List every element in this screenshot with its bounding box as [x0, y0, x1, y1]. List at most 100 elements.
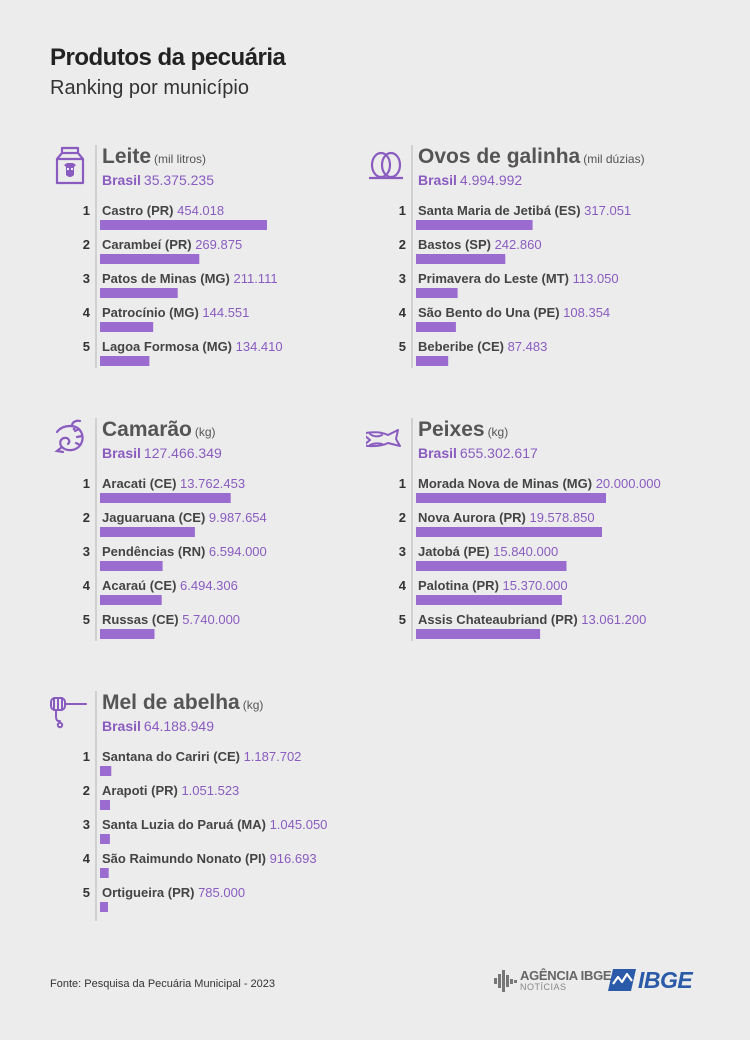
bar [100, 356, 150, 366]
panel-title: Leite (mil litros) [102, 145, 206, 169]
ranking-row: 3 Santa Luzia do Paruá (MA) 1.045.050 [83, 817, 327, 844]
municipality-name: Beberibe (CE) [418, 339, 508, 354]
municipality-name: Nova Aurora (PR) [418, 510, 529, 525]
value-label: 317.051 [584, 203, 631, 218]
product-name: Camarão [102, 418, 192, 441]
municipality-name: Morada Nova de Minas (MG) [418, 476, 596, 491]
milk-carton-icon [50, 145, 90, 185]
municipality-label: São Bento do Una (PE) 108.354 [418, 305, 610, 320]
bar [100, 322, 154, 332]
brasil-value: 655.302.617 [459, 445, 538, 461]
product-unit: (kg) [194, 425, 216, 439]
bar [416, 561, 567, 571]
municipality-label: Patrocínio (MG) 144.551 [102, 305, 249, 320]
panel-divider [95, 418, 97, 641]
agencia-line2: NOTÍCIAS [520, 982, 567, 992]
ranking-row: 3 Patos de Minas (MG) 211.111 [83, 271, 278, 298]
ranking-row: 1 Morada Nova de Minas (MG) 20.000.000 [399, 476, 661, 503]
municipality-name: Russas (CE) [102, 612, 182, 627]
value-label: 454.018 [177, 203, 224, 218]
municipality-name: Assis Chateaubriand (PR) [418, 612, 581, 627]
brasil-value: 127.466.349 [143, 445, 222, 461]
municipality-name: Patos de Minas (MG) [102, 271, 233, 286]
value-label: 242.860 [495, 237, 542, 252]
bar-chart: 1 Castro (PR) 454.018 2 Carambeí (PR) 269.8… [83, 203, 283, 366]
bar [416, 220, 533, 230]
municipality-name: Pendências (RN) [102, 544, 209, 559]
municipality-label: Primavera do Leste (MT) 113.050 [418, 271, 619, 286]
municipality-label: Santa Maria de Jetibá (ES) 317.051 [418, 203, 631, 218]
municipality-label: Lagoa Formosa (MG) 134.410 [102, 339, 283, 354]
ranking-row: 5 Beberibe (CE) 87.483 [399, 339, 548, 366]
bar [416, 254, 506, 264]
product-unit: (kg) [487, 425, 509, 439]
municipality-label: Morada Nova de Minas (MG) 20.000.000 [418, 476, 661, 491]
municipality-name: Primavera do Leste (MT) [418, 271, 573, 286]
panel-leite: Leite (mil litros) Brasil 35.375.235 1 Cast… [50, 145, 380, 385]
bar [100, 800, 110, 810]
municipality-label: Acaraú (CE) 6.494.306 [102, 578, 238, 593]
ranking-row: 2 Nova Aurora (PR) 19.578.850 [399, 510, 602, 537]
rank-number: 5 [399, 612, 406, 627]
honey-dipper-icon [50, 691, 90, 731]
bar [416, 527, 602, 537]
brasil-label: Brasil [418, 445, 457, 461]
agencia-line1: AGÊNCIA IBGE [520, 968, 612, 983]
value-label: 6.594.000 [209, 544, 267, 559]
source-note: Fonte: Pesquisa da Pecuária Municipal - … [50, 978, 276, 990]
municipality-label: Palotina (PR) 15.370.000 [418, 578, 568, 593]
panel-divider [411, 145, 413, 368]
municipality-label: Jatobá (PE) 15.840.000 [418, 544, 558, 559]
bar [100, 834, 110, 844]
ranking-row: 5 Russas (CE) 5.740.000 [83, 612, 240, 639]
ranking-row: 4 Patrocínio (MG) 144.551 [83, 305, 249, 332]
value-label: 87.483 [508, 339, 548, 354]
municipality-name: Castro (PR) [102, 203, 177, 218]
rank-number: 4 [399, 578, 407, 593]
value-label: 15.370.000 [503, 578, 568, 593]
rank-number: 1 [83, 203, 90, 218]
rank-number: 1 [83, 749, 90, 764]
bar [100, 493, 231, 503]
bar [100, 288, 178, 298]
municipality-label: Santa Luzia do Paruá (MA) 1.045.050 [102, 817, 327, 832]
value-label: 916.693 [270, 851, 317, 866]
ranking-row: 2 Jaguaruana (CE) 9.987.654 [83, 510, 267, 537]
value-label: 1.045.050 [270, 817, 328, 832]
municipality-label: Carambeí (PR) 269.875 [102, 237, 242, 252]
bar [416, 288, 458, 298]
product-name: Ovos de galinha [418, 145, 581, 168]
value-label: 19.578.850 [529, 510, 594, 525]
municipality-label: Santana do Cariri (CE) 1.187.702 [102, 749, 301, 764]
brasil-total: Brasil 64.188.949 [102, 718, 214, 734]
rank-number: 5 [83, 339, 90, 354]
municipality-label: Aracati (CE) 13.762.453 [102, 476, 245, 491]
bar [100, 868, 109, 878]
municipality-name: Lagoa Formosa (MG) [102, 339, 236, 354]
brasil-total: Brasil 4.994.992 [418, 172, 522, 188]
municipality-name: Santa Maria de Jetibá (ES) [418, 203, 584, 218]
bar [416, 629, 541, 639]
brasil-label: Brasil [418, 172, 457, 188]
ranking-row: 1 Aracati (CE) 13.762.453 [83, 476, 245, 503]
municipality-name: Patrocínio (MG) [102, 305, 202, 320]
value-label: 144.551 [202, 305, 249, 320]
value-label: 785.000 [198, 885, 245, 900]
panel-mel: Mel de abelha (kg) Brasil 64.188.949 1 Sant… [50, 691, 380, 931]
brasil-label: Brasil [102, 172, 141, 188]
rank-number: 2 [399, 510, 406, 525]
eggs-icon [366, 145, 406, 185]
bar [100, 254, 200, 264]
rank-number: 3 [399, 271, 406, 286]
municipality-name: Palotina (PR) [418, 578, 503, 593]
ibge-mark-icon [608, 969, 636, 991]
ranking-row: 5 Ortigueira (PR) 785.000 [83, 885, 245, 912]
municipality-name: Acaraú (CE) [102, 578, 180, 593]
value-label: 20.000.000 [596, 476, 661, 491]
rank-number: 3 [399, 544, 406, 559]
rank-number: 5 [83, 885, 90, 900]
ranking-row: 1 Castro (PR) 454.018 [83, 203, 267, 230]
product-unit: (mil litros) [154, 152, 207, 166]
municipality-label: Castro (PR) 454.018 [102, 203, 224, 218]
panel-title: Camarão (kg) [102, 418, 216, 442]
